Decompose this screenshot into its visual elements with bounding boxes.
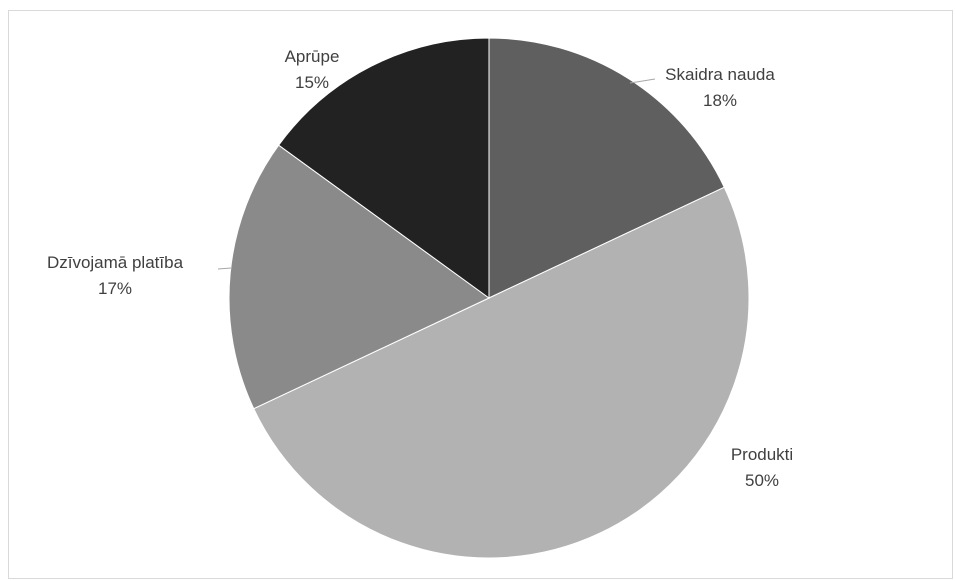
pie-slice-aprupe bbox=[277, 37, 490, 299]
slice-label-produkti: Produkti bbox=[731, 445, 793, 464]
leader-line-dzivojama-platiba bbox=[217, 267, 232, 270]
pie-slices bbox=[228, 37, 750, 559]
slice-value-skaidra-nauda: 18% bbox=[703, 91, 737, 110]
slice-value-dzivojama-platiba: 17% bbox=[98, 279, 132, 298]
slice-label-dzivojama-platiba: Dzīvojamā platība bbox=[47, 253, 184, 272]
data-labels: Skaidra nauda 18% Produkti 50% Dzīvojamā pla… bbox=[47, 47, 793, 490]
slice-label-skaidra-nauda: Skaidra nauda bbox=[665, 65, 775, 84]
slice-value-produkti: 50% bbox=[745, 471, 779, 490]
pie-slice-skaidra-nauda bbox=[488, 37, 725, 299]
pie-slice-produkti bbox=[253, 186, 750, 559]
pie-slice-dzivojama-platiba bbox=[228, 144, 490, 410]
slice-value-aprupe: 15% bbox=[295, 73, 329, 92]
leader-lines bbox=[217, 78, 656, 270]
slice-label-aprupe: Aprūpe bbox=[285, 47, 340, 66]
leader-line-skaidra-nauda bbox=[629, 78, 656, 84]
